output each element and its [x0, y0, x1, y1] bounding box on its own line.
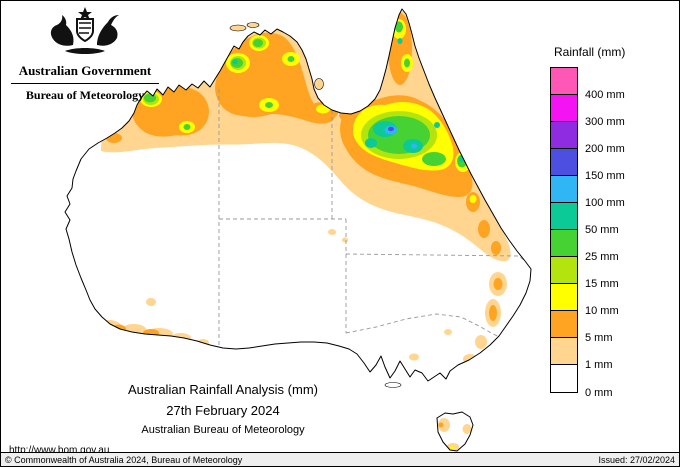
- state-borders: [218, 89, 526, 347]
- legend-row: 25 mm: [551, 230, 619, 263]
- legend-label: 400 mm: [585, 89, 625, 101]
- bureau-title: Bureau of Meteorology: [25, 88, 145, 102]
- legend-row: 10 mm: [551, 284, 619, 317]
- legend-label: 15 mm: [585, 278, 619, 290]
- caption-org: Australian Bureau of Meteorology: [141, 424, 305, 436]
- rainfall-legend: Rainfall (mm) 400 mm 300 mm 200 mm 150 mm 10…: [550, 45, 626, 399]
- islands: [229, 22, 402, 388]
- map-caption: Australian Rainfall Analysis (mm) 27th F…: [83, 382, 363, 436]
- legend-swatch: [551, 176, 577, 202]
- legend-swatch: [551, 311, 577, 337]
- legend-swatch: [551, 149, 577, 175]
- gov-title: Australian Government: [18, 63, 152, 78]
- coastline: [64, 8, 532, 452]
- legend-row: 150 mm: [551, 149, 625, 182]
- legend-swatch: [551, 68, 577, 94]
- legend-row: 15 mm: [551, 257, 619, 290]
- legend-swatch: [551, 95, 577, 121]
- legend-swatch: [551, 230, 577, 256]
- legend-swatch: [551, 257, 577, 283]
- legend-title: Rainfall (mm): [554, 45, 626, 59]
- header-divider: [11, 83, 159, 84]
- legend-swatches: 400 mm 300 mm 200 mm 150 mm 100 mm 50 mm 25 mm…: [550, 67, 625, 399]
- government-header: Australian Government Bureau of Meteorol…: [9, 5, 161, 103]
- legend-label: 200 mm: [585, 143, 625, 155]
- legend-label: 0 mm: [585, 387, 613, 399]
- legend-label: 50 mm: [585, 224, 619, 236]
- legend-row: 0 mm: [551, 365, 613, 399]
- footer-bar: © Commonwealth of Australia 2024, Bureau…: [1, 452, 679, 466]
- mainland-outline: [64, 8, 532, 382]
- caption-title: Australian Rainfall Analysis (mm): [127, 382, 318, 397]
- coat-of-arms-icon: [50, 7, 119, 54]
- legend-swatch: [551, 203, 577, 229]
- legend-row: 100 mm: [551, 176, 625, 209]
- legend-label: 300 mm: [585, 116, 625, 128]
- legend-swatch: [551, 338, 577, 364]
- legend-row: 400 mm: [551, 68, 625, 101]
- legend-label: 100 mm: [585, 197, 625, 209]
- legend-row: 1 mm: [551, 338, 613, 371]
- copyright-text: © Commonwealth of Australia 2024, Bureau…: [5, 454, 243, 465]
- legend-label: 5 mm: [585, 332, 613, 344]
- legend-row: 5 mm: [551, 311, 613, 344]
- bom-url: http://www.bom.gov.au: [9, 445, 110, 456]
- issued-text: Issued: 27/02/2024: [598, 454, 675, 465]
- legend-label: 1 mm: [585, 359, 613, 371]
- tasmania-outline: [436, 411, 474, 452]
- caption-date: 27th February 2024: [166, 403, 280, 418]
- legend-row: 50 mm: [551, 203, 619, 236]
- legend-label: 10 mm: [585, 305, 619, 317]
- legend-swatch: [551, 122, 577, 148]
- kangaroo-island: [384, 382, 402, 388]
- legend-swatch: [551, 284, 577, 310]
- legend-label: 25 mm: [585, 251, 619, 263]
- legend-row: 300 mm: [551, 95, 625, 128]
- legend-label: 150 mm: [585, 170, 625, 182]
- legend-swatch: [551, 365, 577, 392]
- legend-row: 200 mm: [551, 122, 625, 155]
